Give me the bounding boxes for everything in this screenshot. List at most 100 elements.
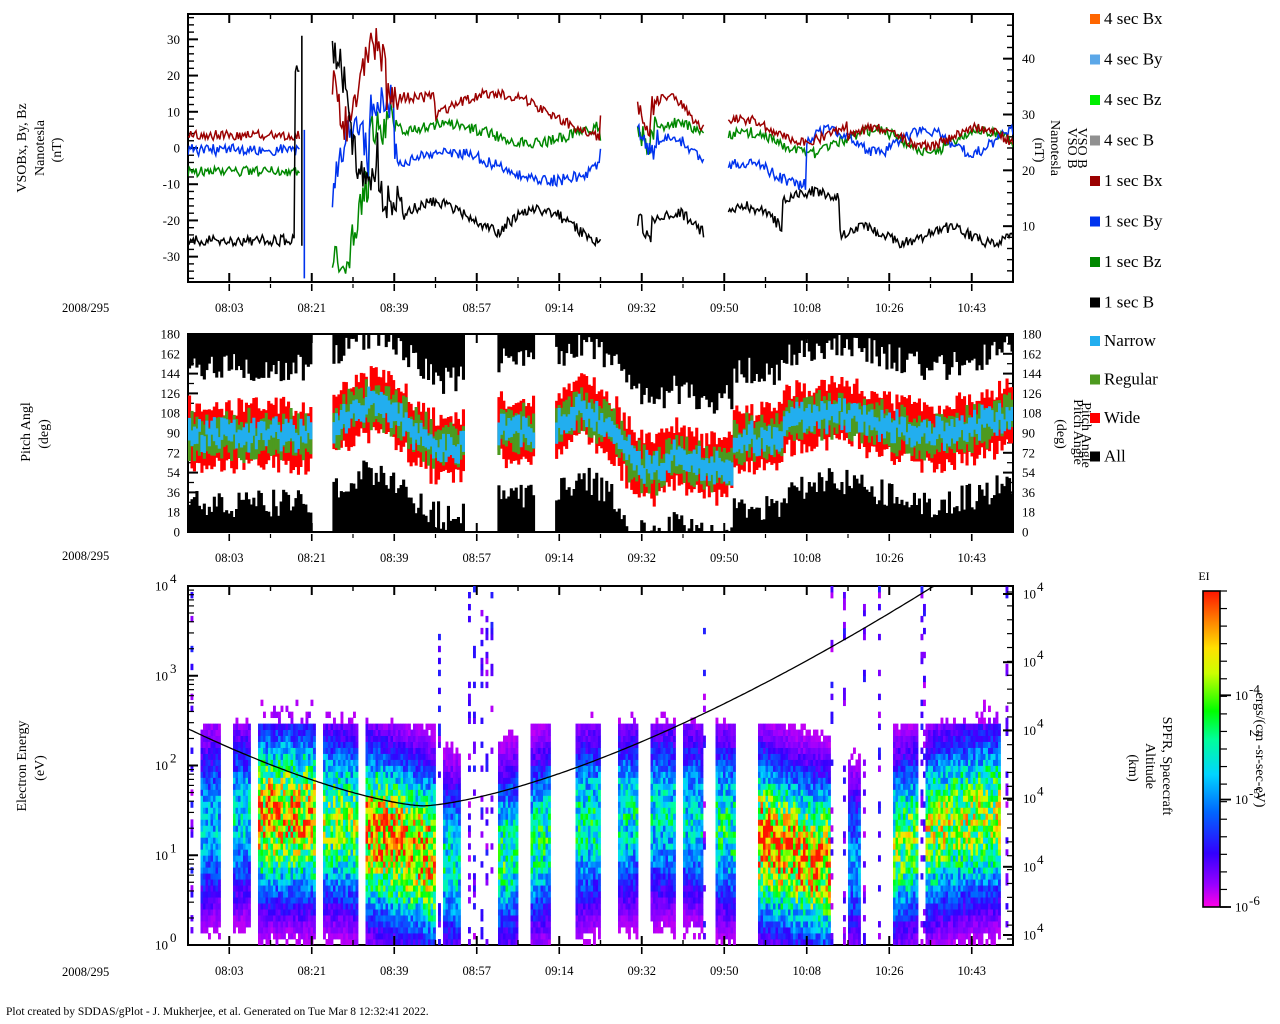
svg-text:162: 162 xyxy=(1022,346,1042,361)
panel3-date-label: 2008/295 xyxy=(62,965,109,979)
legend-swatch-1-sec-bz xyxy=(1090,257,1100,267)
panel2-ylabel-line1: Pitch Angl xyxy=(19,402,34,462)
panel3-altitude-curve xyxy=(188,586,1013,807)
panel1-ylabel-right-line2: Nanotesla xyxy=(1047,120,1062,177)
svg-text:20: 20 xyxy=(167,68,180,83)
svg-text:09:14: 09:14 xyxy=(545,551,574,565)
panel1-frame xyxy=(187,13,1014,283)
svg-text:30: 30 xyxy=(1022,107,1035,122)
svg-text:108: 108 xyxy=(1022,406,1042,421)
panel3-y-axis-right: 10 410 410 410 410 410 4 xyxy=(1003,579,1044,943)
legend-swatch-4-sec-bx xyxy=(1090,14,1100,24)
colorbar-gradient xyxy=(1202,590,1221,908)
panel1-data-traces xyxy=(188,28,1013,279)
legend-label-4-sec-bx: 4 sec Bx xyxy=(1104,9,1163,28)
legend-label-4-sec-bz: 4 sec Bz xyxy=(1104,90,1162,109)
legend-label-narrow: Narrow xyxy=(1104,331,1157,350)
svg-text:08:57: 08:57 xyxy=(463,301,491,315)
panel3-x-axis: 08:03 08:21 08:39 08:57 09:14 09:32 09:50 10:08… xyxy=(215,586,986,978)
svg-text:36: 36 xyxy=(167,485,181,500)
panel2-ylabel-right-line2: (deg) xyxy=(1053,419,1068,449)
colorbar-title: EI xyxy=(1198,569,1209,583)
colorbar-tick-label: 10 xyxy=(1235,688,1248,703)
svg-text:40: 40 xyxy=(1022,51,1035,66)
svg-text:36: 36 xyxy=(1022,485,1036,500)
legend-swatch-1-sec-bx xyxy=(1090,176,1100,186)
svg-text:144: 144 xyxy=(161,366,181,381)
legend-label-4-sec-b: 4 sec B xyxy=(1104,131,1154,150)
panel1-ylabel-line2: Nanotesla xyxy=(33,119,48,176)
svg-text:10:08: 10:08 xyxy=(793,551,821,565)
svg-text:108: 108 xyxy=(161,406,181,421)
svg-text:90: 90 xyxy=(1022,426,1035,441)
legend-label-4-sec-by: 4 sec By xyxy=(1104,50,1163,69)
svg-text:126: 126 xyxy=(1022,386,1042,401)
svg-text:09:32: 09:32 xyxy=(628,551,656,565)
legend-swatch-1-sec-b xyxy=(1090,297,1100,308)
svg-text:180: 180 xyxy=(161,327,181,342)
panel1-x-axis: 08:03 08:21 08:39 08:57 09:14 09:32 09:50 10:08… xyxy=(215,14,986,315)
panel3-ylabel-right-line3: (km) xyxy=(1125,754,1140,782)
svg-text:10:26: 10:26 xyxy=(875,551,903,565)
svg-text:54: 54 xyxy=(1022,465,1036,480)
svg-text:09:50: 09:50 xyxy=(710,301,738,315)
panel3-ylabel-line1: Electron Energy xyxy=(15,720,30,811)
legend-label-1-sec-by: 1 sec By xyxy=(1104,212,1163,231)
panel-magnetic-field: -30 -20 -10 0 10 20 30 10 20 30 40 08:03 08:21 08:3… xyxy=(15,13,1079,315)
svg-text:10: 10 xyxy=(167,104,180,119)
svg-text:90: 90 xyxy=(167,426,180,441)
colorbar-tick-exponent: -5 xyxy=(1249,786,1260,801)
panel1-y-axis-right: 10 20 30 40 xyxy=(1003,13,1035,283)
svg-text:54: 54 xyxy=(167,465,181,480)
svg-text:126: 126 xyxy=(161,386,181,401)
legend-swatch-4-sec-bz xyxy=(1090,95,1100,105)
legend-group-label-vso-b: VSO B xyxy=(1074,128,1089,169)
legend: 4 sec Bx 4 sec By 4 sec Bz 4 sec B 1 sec Bx 1… xyxy=(1074,9,1163,468)
svg-text:08:03: 08:03 xyxy=(215,551,243,565)
panel1-ylabel-right-line1: VSO B xyxy=(1064,128,1079,169)
svg-text:09:32: 09:32 xyxy=(628,301,656,315)
panel3-ylabel-line2: (eV) xyxy=(33,755,48,781)
legend-label-regular: Regular xyxy=(1104,370,1158,389)
svg-text:180: 180 xyxy=(1022,327,1042,342)
panel2-ylabel-right-line1: Pitch Angle xyxy=(1070,399,1085,465)
panel3-ylabel-right-line2: Altitude xyxy=(1142,743,1157,789)
legend-swatch-4-sec-b xyxy=(1090,135,1100,146)
svg-text:-20: -20 xyxy=(163,213,180,228)
svg-text:0: 0 xyxy=(174,141,181,156)
svg-text:10:43: 10:43 xyxy=(958,551,986,565)
svg-text:08:21: 08:21 xyxy=(298,301,326,315)
panel1-ylabel-line1: VSOBx, By, Bz xyxy=(15,103,30,192)
colorbar-units: ergs/(cm -sr-sec-eV) xyxy=(1252,693,1267,808)
legend-swatch-1-sec-by xyxy=(1090,216,1100,227)
colorbar-tick-label: 10 xyxy=(1235,900,1248,915)
legend-label-all: All xyxy=(1104,447,1126,466)
footer-credit: Plot created by SDDAS/gPlot - J. Mukherj… xyxy=(6,1006,429,1018)
svg-text:162: 162 xyxy=(161,346,181,361)
colorbar: EI 10-410-510-6 ergs/(cm -sr-sec-eV) 2 xyxy=(1198,569,1267,915)
panel1-ylabel-line3: (nT) xyxy=(50,137,65,162)
svg-text:30: 30 xyxy=(167,32,180,47)
svg-text:08:21: 08:21 xyxy=(298,551,326,565)
panel3-ylabel-right-line1: SPFR, Spacecraft xyxy=(1159,717,1174,816)
panel2-ylabel-line2: (deg) xyxy=(37,419,52,449)
svg-text:72: 72 xyxy=(167,445,180,460)
colorbar-tick-label: 10 xyxy=(1235,792,1248,807)
svg-text:08:03: 08:03 xyxy=(215,301,243,315)
legend-swatch-4-sec-by xyxy=(1090,54,1100,65)
svg-text:10: 10 xyxy=(1022,219,1035,234)
svg-text:144: 144 xyxy=(1022,366,1042,381)
colorbar-units-exponent: 2 xyxy=(1246,730,1261,737)
svg-text:18: 18 xyxy=(1022,505,1035,520)
svg-text:10:26: 10:26 xyxy=(875,301,903,315)
svg-text:0: 0 xyxy=(174,525,181,540)
panel1-date-label: 2008/295 xyxy=(62,301,109,315)
panel3-spectrogram-pixels xyxy=(190,586,1009,945)
legend-label-wide: Wide xyxy=(1104,408,1140,427)
panel-pitch-angle: 0 18 36 54 72 90 108 126 144 162 180 0 18 36 54 72 90 10… xyxy=(19,327,1085,566)
colorbar-tick-exponent: -6 xyxy=(1249,893,1260,908)
